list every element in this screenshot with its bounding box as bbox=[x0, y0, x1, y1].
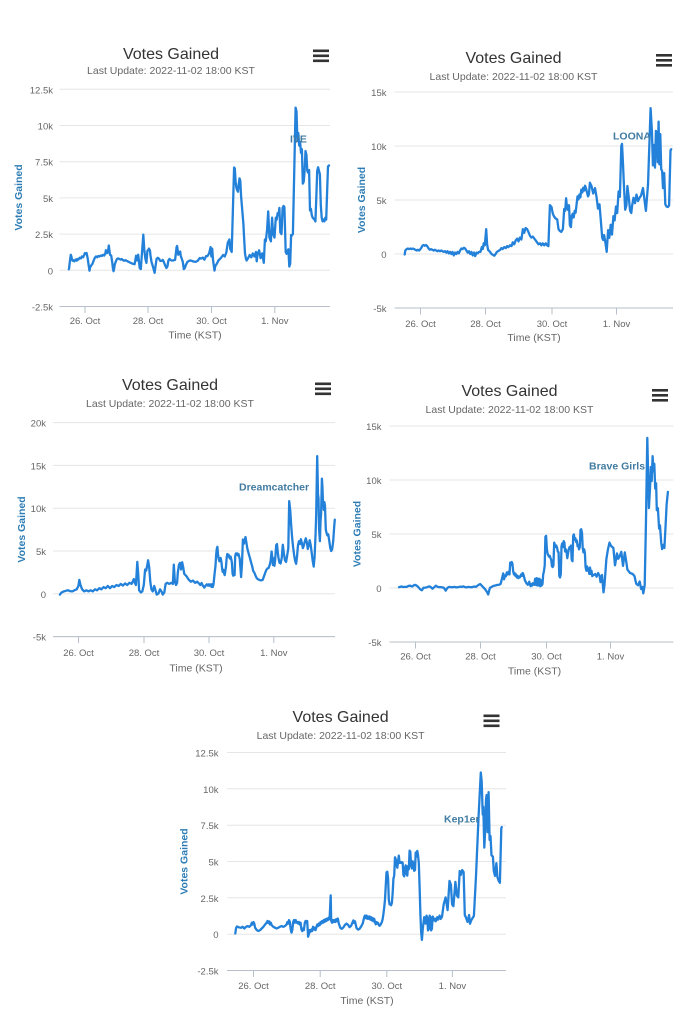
svg-text:5k: 5k bbox=[43, 194, 53, 205]
svg-text:26. Oct: 26. Oct bbox=[70, 316, 101, 327]
svg-text:2.5k: 2.5k bbox=[201, 894, 219, 905]
svg-text:15k: 15k bbox=[31, 461, 47, 472]
svg-text:Last Update: 2022-11-02 18:00: Last Update: 2022-11-02 18:00 KST bbox=[430, 71, 599, 83]
svg-text:28. Oct: 28. Oct bbox=[133, 316, 164, 327]
svg-text:Time (KST): Time (KST) bbox=[340, 995, 393, 1007]
svg-text:Votes Gained: Votes Gained bbox=[179, 828, 191, 894]
svg-text:26. Oct: 26. Oct bbox=[238, 981, 269, 992]
svg-text:Votes Gained: Votes Gained bbox=[16, 496, 28, 562]
svg-text:Time (KST): Time (KST) bbox=[508, 666, 561, 678]
svg-text:5k: 5k bbox=[376, 196, 386, 207]
svg-text:2.5k: 2.5k bbox=[35, 230, 53, 241]
svg-text:Votes Gained: Votes Gained bbox=[123, 46, 219, 63]
svg-text:12.5k: 12.5k bbox=[30, 85, 53, 96]
svg-text:Last Update: 2022-11-02 18:00: Last Update: 2022-11-02 18:00 KST bbox=[257, 730, 426, 742]
svg-text:Last Update: 2022-11-02 18:00: Last Update: 2022-11-02 18:00 KST bbox=[86, 398, 255, 410]
svg-text:Brave Girls: Brave Girls bbox=[589, 461, 645, 473]
svg-text:26. Oct: 26. Oct bbox=[405, 319, 436, 330]
svg-text:LOONA: LOONA bbox=[613, 131, 651, 143]
svg-text:1. Nov: 1. Nov bbox=[261, 316, 289, 327]
svg-text:30. Oct: 30. Oct bbox=[196, 316, 227, 327]
svg-text:10k: 10k bbox=[366, 476, 382, 487]
svg-text:28. Oct: 28. Oct bbox=[305, 981, 336, 992]
svg-text:-2.5k: -2.5k bbox=[197, 967, 218, 978]
svg-text:15k: 15k bbox=[371, 88, 387, 99]
svg-text:0: 0 bbox=[41, 590, 46, 601]
svg-text:10k: 10k bbox=[31, 504, 47, 515]
svg-text:Last Update: 2022-11-02 18:00: Last Update: 2022-11-02 18:00 KST bbox=[87, 65, 256, 77]
svg-text:Kep1er: Kep1er bbox=[444, 814, 480, 826]
svg-text:Time (KST): Time (KST) bbox=[507, 332, 560, 344]
svg-text:28. Oct: 28. Oct bbox=[470, 319, 501, 330]
svg-text:IVE: IVE bbox=[290, 134, 307, 146]
svg-text:7.5k: 7.5k bbox=[35, 158, 53, 169]
svg-text:-2.5k: -2.5k bbox=[32, 303, 53, 314]
svg-text:0: 0 bbox=[213, 930, 218, 941]
svg-text:10k: 10k bbox=[38, 122, 54, 133]
svg-text:5k: 5k bbox=[371, 530, 381, 541]
svg-text:30. Oct: 30. Oct bbox=[194, 648, 225, 659]
svg-text:5k: 5k bbox=[36, 547, 46, 558]
svg-text:1. Nov: 1. Nov bbox=[260, 648, 288, 659]
svg-text:Votes Gained: Votes Gained bbox=[13, 164, 25, 230]
svg-text:10k: 10k bbox=[203, 785, 219, 796]
svg-text:0: 0 bbox=[48, 266, 53, 277]
svg-text:-5k: -5k bbox=[33, 633, 46, 644]
svg-text:12.5k: 12.5k bbox=[195, 749, 218, 760]
svg-text:Votes Gained: Votes Gained bbox=[352, 501, 364, 567]
svg-text:0: 0 bbox=[376, 584, 381, 595]
svg-text:5k: 5k bbox=[208, 858, 218, 869]
svg-text:1. Nov: 1. Nov bbox=[597, 652, 625, 663]
svg-text:10k: 10k bbox=[371, 142, 387, 153]
svg-text:7.5k: 7.5k bbox=[201, 821, 219, 832]
svg-text:-5k: -5k bbox=[373, 304, 386, 315]
svg-text:0: 0 bbox=[381, 250, 386, 261]
svg-text:Votes Gained: Votes Gained bbox=[461, 383, 557, 400]
svg-text:30. Oct: 30. Oct bbox=[371, 981, 402, 992]
svg-text:Votes Gained: Votes Gained bbox=[465, 50, 561, 67]
svg-text:30. Oct: 30. Oct bbox=[537, 319, 568, 330]
svg-text:15k: 15k bbox=[366, 422, 382, 433]
svg-text:20k: 20k bbox=[31, 419, 47, 430]
svg-text:Votes Gained: Votes Gained bbox=[293, 709, 389, 726]
svg-text:28. Oct: 28. Oct bbox=[129, 648, 160, 659]
svg-text:26. Oct: 26. Oct bbox=[63, 648, 94, 659]
svg-text:1. Nov: 1. Nov bbox=[439, 981, 467, 992]
svg-text:30. Oct: 30. Oct bbox=[531, 652, 562, 663]
svg-text:1. Nov: 1. Nov bbox=[603, 319, 631, 330]
svg-text:Time (KST): Time (KST) bbox=[169, 663, 222, 675]
svg-text:Dreamcatcher: Dreamcatcher bbox=[239, 482, 309, 494]
svg-text:Time (KST): Time (KST) bbox=[168, 330, 221, 342]
svg-text:26. Oct: 26. Oct bbox=[400, 652, 431, 663]
svg-text:Votes Gained: Votes Gained bbox=[356, 167, 368, 233]
svg-text:28. Oct: 28. Oct bbox=[465, 652, 496, 663]
svg-text:-5k: -5k bbox=[368, 638, 381, 649]
svg-text:Votes Gained: Votes Gained bbox=[122, 377, 218, 394]
svg-text:Last Update: 2022-11-02 18:00: Last Update: 2022-11-02 18:00 KST bbox=[426, 404, 595, 416]
